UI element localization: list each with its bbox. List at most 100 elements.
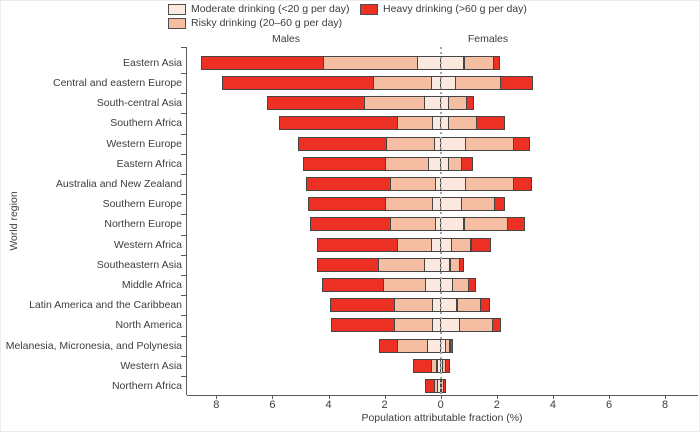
region-label: Eastern Africa: [116, 157, 182, 170]
region-label: Western Europe: [106, 137, 182, 150]
bar-segment-females-risky-latin-america-and-the-caribbean: [456, 298, 482, 313]
region-label: North America: [115, 319, 182, 332]
bar-segment-males-risky-northern-europe: [390, 217, 437, 232]
region-label: South-central Asia: [96, 97, 182, 110]
region-label: Central and eastern Europe: [53, 77, 182, 89]
region-label: Southern Africa: [110, 117, 182, 130]
legend-item-risky: Risky drinking (20–60 g per day): [168, 18, 342, 29]
x-tick: [496, 395, 498, 399]
legend-item-moderate: Moderate drinking (<20 g per day): [168, 4, 349, 15]
bar-segment-females-heavy-southern-africa: [476, 116, 506, 131]
bar-segment-males-heavy-central-and-eastern-europe: [221, 76, 375, 90]
bar-segment-males-heavy-southern-africa: [279, 116, 399, 131]
bar-segment-females-risky-north-america: [459, 318, 493, 333]
y-tick: [181, 355, 186, 357]
bar-segment-females-risky-eastern-asia: [463, 55, 494, 70]
legend-item-heavy: Heavy drinking (>60 g per day): [360, 4, 527, 15]
legend-label-moderate: Moderate drinking (<20 g per day): [191, 3, 350, 15]
bar-segment-females-heavy-southern-europe: [494, 197, 506, 212]
legend-swatch-moderate-icon: [168, 4, 186, 15]
females-column-header: Females: [467, 33, 509, 45]
y-tick: [181, 274, 186, 276]
x-tick-label: 2: [381, 399, 388, 411]
bar-segment-males-risky-central-and-eastern-europe: [373, 76, 432, 90]
y-tick: [181, 173, 186, 175]
bar-segment-males-risky-southeastern-asia: [377, 257, 425, 272]
region-label: Middle Africa: [121, 279, 182, 291]
x-tick-label: 6: [269, 399, 276, 411]
bar-segment-males-risky-south-central-asia: [363, 96, 425, 111]
bar-segment-males-risky-eastern-asia: [322, 55, 418, 70]
y-tick: [181, 153, 186, 155]
bar-segment-females-risky-western-africa: [450, 237, 472, 252]
bar-segment-males-risky-north-america: [394, 318, 434, 333]
region-label: Eastern Asia: [123, 56, 182, 69]
bar-segment-males-risky-middle-africa: [383, 278, 427, 292]
bar-segment-females-risky-south-central-asia: [448, 96, 468, 111]
bar-segment-females-heavy-eastern-africa: [460, 156, 473, 171]
bar-segment-males-heavy-western-asia: [412, 358, 432, 373]
y-tick: [181, 335, 186, 337]
bar-segment-females-heavy-middle-africa: [467, 278, 476, 292]
x-tick: [216, 395, 218, 399]
legend-label-risky: Risky drinking (20–60 g per day): [191, 17, 343, 29]
bar-segment-males-risky-australia-and-new-zealand: [390, 177, 437, 191]
bar-segment-females-moderate-eastern-asia: [439, 55, 465, 70]
x-tick-label: 4: [325, 399, 332, 411]
bar-segment-males-moderate-eastern-asia: [416, 55, 442, 70]
bar-segment-females-heavy-central-and-eastern-europe: [500, 76, 534, 90]
bar-segment-males-heavy-southeastern-asia: [317, 257, 379, 272]
bar-segment-females-risky-southern-europe: [460, 197, 496, 212]
x-axis-line: [187, 395, 698, 397]
bar-segment-males-risky-southern-africa: [397, 116, 434, 131]
bar-segment-females-risky-central-and-eastern-europe: [455, 76, 501, 90]
x-tick-label: 0: [437, 399, 444, 411]
y-tick: [181, 214, 186, 216]
y-tick: [181, 72, 186, 74]
bar-segment-females-heavy-south-central-asia: [466, 96, 475, 111]
y-tick: [181, 93, 186, 95]
bar-segment-females-moderate-western-europe: [439, 136, 466, 151]
x-tick: [384, 395, 386, 399]
x-tick: [552, 395, 554, 399]
x-tick: [665, 395, 667, 399]
y-tick: [181, 113, 186, 115]
bar-segment-females-risky-western-europe: [464, 136, 514, 151]
x-tick: [328, 395, 330, 399]
bar-segment-females-heavy-western-europe: [512, 136, 531, 151]
bar-segment-males-risky-southern-europe: [384, 197, 434, 212]
bar-segment-males-risky-latin-america-and-the-caribbean: [394, 298, 434, 313]
bar-segment-males-heavy-western-europe: [297, 136, 387, 151]
x-tick-label: 4: [549, 399, 556, 411]
bar-segment-females-risky-northern-europe: [463, 217, 508, 232]
bar-segment-males-heavy-latin-america-and-the-caribbean: [329, 298, 396, 313]
bar-segment-females-risky-southern-africa: [448, 116, 478, 131]
region-label: Southern Europe: [102, 198, 182, 211]
bar-segment-males-risky-melanesia-micronesia-and-polynesia: [397, 338, 428, 353]
zero-reference-line: [440, 47, 442, 395]
x-tick: [272, 395, 274, 399]
region-label: Southeastern Asia: [96, 258, 182, 271]
bar-segment-females-risky-australia-and-new-zealand: [464, 177, 514, 191]
region-label: Western Africa: [113, 238, 182, 251]
bar-segment-males-heavy-middle-africa: [321, 278, 385, 292]
bar-segment-males-heavy-south-central-asia: [266, 96, 365, 111]
bar-segment-males-heavy-north-america: [331, 318, 396, 333]
bar-segment-females-moderate-middle-africa: [439, 278, 454, 292]
bar-segment-males-risky-eastern-africa: [384, 156, 430, 171]
x-tick: [609, 395, 610, 399]
y-tick: [181, 295, 186, 297]
bar-segment-females-heavy-australia-and-new-zealand: [512, 177, 532, 191]
bar-segment-females-heavy-melanesia-micronesia-and-polynesia: [449, 338, 454, 353]
bar-segment-males-heavy-northern-europe: [310, 217, 392, 232]
y-tick: [181, 375, 186, 377]
y-tick: [181, 133, 186, 135]
legend-label-heavy: Heavy drinking (>60 g per day): [383, 3, 527, 15]
y-tick: [181, 194, 186, 196]
bar-segment-females-risky-eastern-africa: [448, 156, 462, 171]
bar-segment-females-moderate-north-america: [439, 318, 461, 333]
x-tick: [440, 395, 442, 399]
y-tick: [181, 315, 186, 317]
